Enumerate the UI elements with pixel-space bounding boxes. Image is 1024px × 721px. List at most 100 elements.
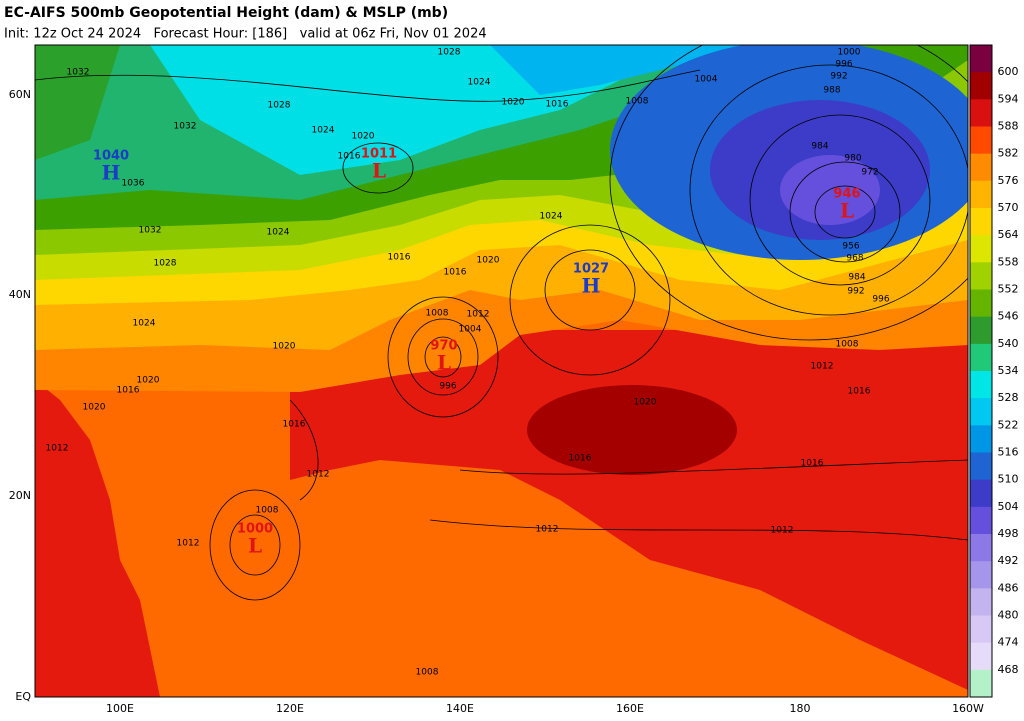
isobar-label: 1016 — [117, 386, 140, 396]
isobar-label: 1024 — [540, 212, 563, 222]
colorbar-label: 534 — [998, 364, 1019, 377]
isobar-label: 1008 — [626, 97, 649, 107]
colorbar-swatch — [970, 669, 992, 698]
isobar-label: 1012 — [46, 444, 69, 454]
isobar-label: 1032 — [174, 122, 197, 132]
isobar-label: 1020 — [634, 398, 657, 408]
isobar-label: 1012 — [177, 539, 200, 549]
center-letter: L — [840, 199, 854, 223]
isobar-label: 968 — [846, 254, 863, 264]
colorbar-label: 522 — [998, 418, 1019, 431]
map — [35, 45, 968, 697]
colorbar-label: 564 — [998, 228, 1019, 241]
isobar-label: 1004 — [695, 75, 718, 85]
lon-label: 120E — [276, 702, 304, 715]
colorbar-label: 600 — [998, 65, 1019, 78]
isobar-label: 996 — [835, 60, 852, 70]
isobar-label: 1020 — [137, 376, 160, 386]
center-value: 1011 — [361, 147, 397, 162]
isobar-label: 972 — [861, 168, 878, 178]
isobar-label: 984 — [848, 273, 865, 283]
isobar-label: 1008 — [836, 340, 859, 350]
isobar-label: 1016 — [801, 459, 824, 469]
lon-label: 180 — [790, 702, 811, 715]
lon-label: 160E — [616, 702, 644, 715]
isobar-label: 1020 — [352, 132, 375, 142]
lon-label: 100E — [106, 702, 134, 715]
isobar-label: 1032 — [139, 226, 162, 236]
lon-label: 140E — [446, 702, 474, 715]
colorbar-label: 480 — [998, 609, 1019, 622]
colorbar-swatch — [970, 316, 992, 345]
center-value: 970 — [430, 339, 457, 354]
colorbar-label: 516 — [998, 446, 1019, 459]
isobar-label: 1020 — [502, 98, 525, 108]
colorbar-swatch — [970, 398, 992, 426]
isobars — [35, 45, 968, 601]
colorbar-swatch — [970, 262, 992, 290]
colorbar-swatch — [970, 343, 992, 372]
colorbar-swatch — [970, 561, 992, 589]
colorbar-swatch — [970, 289, 992, 318]
isobar-label: 988 — [823, 86, 840, 96]
colorbar-label: 546 — [998, 310, 1019, 323]
isobar-label: 1024 — [312, 126, 335, 136]
colorbar-label: 594 — [998, 92, 1019, 105]
colorbar-label: 558 — [998, 255, 1019, 268]
isobar-label: 1016 — [338, 152, 361, 162]
subtitle: Init: 12z Oct 24 2024 Forecast Hour: [18… — [4, 27, 487, 42]
isobar-label: 1016 — [848, 387, 871, 397]
colorbar-label: 588 — [998, 120, 1019, 133]
isobar-label: 1016 — [283, 420, 306, 430]
lat-label: 60N — [9, 88, 31, 101]
isobar-label: 1008 — [416, 668, 439, 678]
colorbar-label: 474 — [998, 636, 1019, 649]
isobar-label: 1008 — [256, 506, 279, 516]
center-letter: H — [102, 161, 121, 185]
lat-label: 40N — [9, 288, 31, 301]
colorbar-swatch — [970, 506, 992, 535]
colorbar-swatch — [970, 642, 992, 671]
colorbar-label: 498 — [998, 527, 1019, 540]
isobar-label: 1016 — [569, 454, 592, 464]
isobar-label: 1024 — [468, 78, 491, 88]
colorbar-swatch — [970, 72, 992, 100]
colorbar: 600 594 588 582 576 570 564 558 552 546 540 534 528 5… — [969, 44, 1019, 698]
isobar-label: 992 — [830, 72, 847, 82]
colorbar-label: 576 — [998, 174, 1019, 187]
isobar-label: 1020 — [477, 256, 500, 266]
isobar-label: 1012 — [536, 525, 559, 535]
isobar-label: 1012 — [811, 362, 834, 372]
isobar-label: 996 — [439, 382, 456, 392]
isobar-label: 1028 — [154, 259, 177, 269]
colorbar-label: 468 — [998, 663, 1019, 676]
center-value: 1027 — [573, 262, 609, 277]
colorbar-swatch — [970, 208, 992, 236]
colorbar-label: 540 — [998, 337, 1019, 350]
colorbar-swatch — [970, 588, 992, 616]
isobar-label: 984 — [811, 142, 828, 152]
colorbar-swatch — [970, 180, 992, 209]
isobar-label: 1020 — [273, 342, 296, 352]
isobar-label: 1020 — [83, 403, 106, 413]
isobar-label: 1024 — [133, 319, 156, 329]
colorbar-swatch — [970, 615, 992, 644]
colorbar-swatch — [970, 452, 992, 481]
colorbar-swatch — [970, 153, 992, 182]
colorbar-swatch — [970, 235, 992, 263]
colorbar-swatch — [970, 45, 992, 73]
isobar-label: 1028 — [438, 48, 461, 58]
colorbar-swatch — [970, 371, 992, 399]
center-letter: L — [372, 159, 386, 183]
isobar-label: 1004 — [459, 325, 482, 335]
title: EC-AIFS 500mb Geopotential Height (dam) … — [4, 5, 448, 21]
isobar-label: 1016 — [444, 268, 467, 278]
isobar-label: 1000 — [838, 48, 861, 58]
isobar-label: 1016 — [546, 100, 569, 110]
colorbar-label: 528 — [998, 391, 1019, 404]
colorbar-label: 552 — [998, 283, 1019, 296]
lat-label: 20N — [9, 489, 31, 502]
map-frame — [34, 44, 969, 698]
colorbar-label: 492 — [998, 554, 1019, 567]
